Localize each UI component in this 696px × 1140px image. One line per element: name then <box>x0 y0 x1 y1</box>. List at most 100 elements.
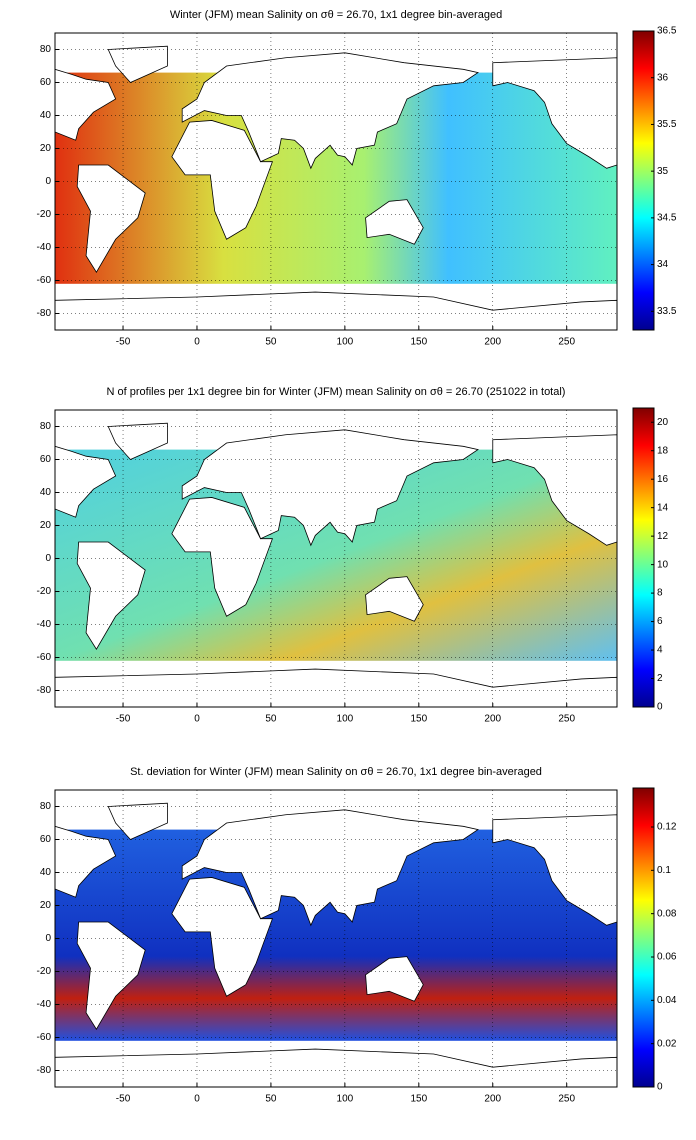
x-tick-label: 250 <box>558 714 575 725</box>
land <box>55 68 117 141</box>
colorbar-tick-label: 12 <box>657 531 669 542</box>
x-tick-label: 250 <box>558 1094 575 1105</box>
x-tick-label: 200 <box>484 337 501 348</box>
colorbar-tick-label: 0.12 <box>657 822 677 833</box>
y-tick-label: 60 <box>40 834 52 845</box>
chart-title: Winter (JFM) mean Salinity on σθ = 26.70… <box>170 9 502 21</box>
y-tick-label: 0 <box>45 553 51 564</box>
colorbar-tick-label: 0 <box>657 702 663 713</box>
y-tick-label: 40 <box>40 487 52 498</box>
colorbar <box>632 787 655 1088</box>
land <box>171 877 273 997</box>
land <box>55 445 117 518</box>
colorbar-tick-label: 0.04 <box>657 995 677 1006</box>
colorbar-tick-label: 36.5 <box>657 26 677 37</box>
y-tick-label: 80 <box>40 44 52 55</box>
land <box>76 164 146 274</box>
colorbar-tick-label: 33.5 <box>657 306 677 317</box>
y-tick-label: 20 <box>40 520 52 531</box>
y-tick-label: -20 <box>37 586 52 597</box>
land <box>181 809 479 927</box>
colorbar-tick-label: 35 <box>657 166 669 177</box>
land <box>76 541 146 651</box>
x-tick-label: -50 <box>116 714 131 725</box>
colorbar-tick-label: 34 <box>657 259 669 270</box>
y-tick-label: -60 <box>37 1032 52 1043</box>
colorbar-tick-label: 20 <box>657 417 669 428</box>
x-tick-label: 100 <box>337 714 354 725</box>
chart-title: N of profiles per 1x1 degree bin for Win… <box>107 386 566 398</box>
y-tick-label: -60 <box>37 275 52 286</box>
y-tick-label: 60 <box>40 77 52 88</box>
land <box>55 825 117 898</box>
y-tick-label: 0 <box>45 176 51 187</box>
x-tick-label: 50 <box>265 1094 277 1105</box>
colorbar-tick-label: 8 <box>657 588 663 599</box>
land <box>55 291 617 330</box>
colorbar-tick-label: 10 <box>657 559 669 570</box>
land <box>76 921 146 1031</box>
y-tick-label: 0 <box>45 933 51 944</box>
colorbar-tick-label: 0.06 <box>657 952 677 963</box>
y-tick-label: -40 <box>37 999 52 1010</box>
x-tick-label: -50 <box>116 1094 131 1105</box>
map <box>55 802 617 1087</box>
map <box>55 45 617 330</box>
y-tick-label: -20 <box>37 966 52 977</box>
chart-title: St. deviation for Winter (JFM) mean Sali… <box>130 766 542 778</box>
colorbar-tick-label: 34.5 <box>657 213 677 224</box>
y-tick-label: -60 <box>37 652 52 663</box>
x-tick-label: 150 <box>410 714 427 725</box>
y-tick-label: 20 <box>40 143 52 154</box>
colorbar-tick-label: 16 <box>657 474 669 485</box>
land <box>492 434 617 546</box>
y-tick-label: 40 <box>40 110 52 121</box>
colorbar-tick-label: 35.5 <box>657 119 677 130</box>
x-tick-label: -50 <box>116 337 131 348</box>
land <box>55 1048 617 1087</box>
axes-frame <box>54 789 618 1088</box>
y-tick-label: -80 <box>37 308 52 319</box>
y-tick-label: 20 <box>40 900 52 911</box>
colorbar-tick-label: 0.08 <box>657 908 677 919</box>
land <box>181 429 479 547</box>
x-tick-label: 0 <box>194 1094 200 1105</box>
land <box>492 814 617 926</box>
colorbar-tick-label: 0.1 <box>657 865 671 876</box>
x-tick-label: 100 <box>337 1094 354 1105</box>
land <box>365 956 424 1002</box>
land <box>492 57 617 169</box>
colorbar-tick-label: 0.02 <box>657 1038 677 1049</box>
x-tick-label: 100 <box>337 337 354 348</box>
land <box>365 576 424 622</box>
land <box>171 497 273 617</box>
colorbar-tick-label: 0 <box>657 1082 663 1093</box>
colorbar <box>632 30 655 331</box>
land <box>181 52 479 170</box>
axes-frame <box>54 32 618 331</box>
colorbar <box>632 407 655 708</box>
y-tick-label: -80 <box>37 1065 52 1076</box>
colorbar-tick-label: 4 <box>657 645 663 656</box>
x-tick-label: 50 <box>265 714 277 725</box>
y-tick-label: -80 <box>37 685 52 696</box>
map <box>55 422 617 707</box>
x-tick-label: 150 <box>410 1094 427 1105</box>
y-tick-label: 80 <box>40 801 52 812</box>
x-tick-label: 200 <box>484 714 501 725</box>
y-tick-label: 40 <box>40 867 52 878</box>
y-tick-label: -40 <box>37 242 52 253</box>
x-tick-label: 50 <box>265 337 277 348</box>
land <box>55 668 617 707</box>
x-tick-label: 200 <box>484 1094 501 1105</box>
land <box>171 120 273 240</box>
colorbar-tick-label: 2 <box>657 673 663 684</box>
x-tick-label: 0 <box>194 337 200 348</box>
colorbar-tick-label: 36 <box>657 72 669 83</box>
x-tick-label: 150 <box>410 337 427 348</box>
y-tick-label: 80 <box>40 421 52 432</box>
colorbar-tick-label: 18 <box>657 445 669 456</box>
y-tick-label: -40 <box>37 619 52 630</box>
y-tick-label: -20 <box>37 209 52 220</box>
